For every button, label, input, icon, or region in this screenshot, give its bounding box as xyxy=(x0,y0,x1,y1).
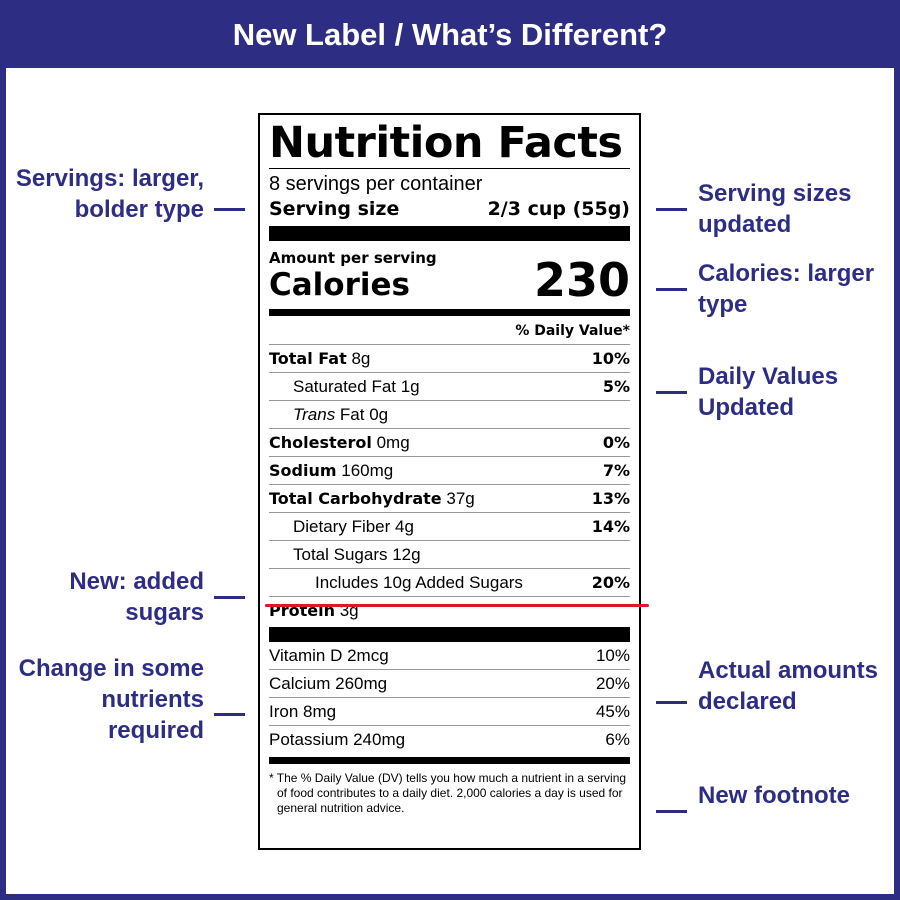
nutrient-dv: 10% xyxy=(591,349,630,368)
vitamin-dv: 20% xyxy=(595,673,630,693)
vitamin-row-potassium: Potassium 240mg 6% xyxy=(269,726,630,754)
nutrient-dv: 0% xyxy=(602,433,630,452)
annotation-nutrients-required: Change in some nutrients required xyxy=(4,653,204,746)
vitamin-name: Potassium 240mg xyxy=(269,730,406,749)
nutrient-name: Sodium xyxy=(269,460,337,480)
vitamin-dv: 45% xyxy=(595,701,630,721)
amount-per-serving: Amount per serving xyxy=(269,249,437,267)
annotation-text: New footnote xyxy=(698,782,850,809)
nutrient-row-dietary-fiber: Dietary Fiber 4g 14% xyxy=(269,513,630,541)
nutrient-dv: 13% xyxy=(591,489,630,508)
nutrient-row-protein: Protein 3g xyxy=(269,597,630,625)
nutrient-amount: 8g xyxy=(351,348,371,368)
vitamin-dv: 6% xyxy=(605,730,630,749)
calories-value: 230 xyxy=(533,253,630,307)
vitamin-row-iron: Iron 8mg 45% xyxy=(269,698,630,726)
annotation-connector xyxy=(656,701,687,704)
annotation-text: Calories: larger type xyxy=(698,260,875,318)
serving-size-value: 2/3 cup (55g) xyxy=(487,198,630,220)
annotation-text: New: added sugars xyxy=(69,568,204,626)
nutrient-amount: 37g xyxy=(446,488,475,508)
annotation-connector xyxy=(656,391,687,394)
vitamin-row-vitamin-d: Vitamin D 2mcg 10% xyxy=(269,642,630,670)
footnote: * The % Daily Value (DV) tells you how m… xyxy=(269,771,627,815)
annotation-connector xyxy=(656,208,687,211)
annotation-text: Daily Values Updated xyxy=(698,363,839,421)
vitamin-name: Calcium 260mg xyxy=(269,673,388,693)
divider xyxy=(269,168,630,169)
vitamin-name: Vitamin D 2mcg xyxy=(269,645,389,665)
nutrient-dv: 7% xyxy=(602,461,630,480)
nutrient-amount: 160mg xyxy=(341,460,394,480)
nutrient-name: Fat 0g xyxy=(335,404,389,424)
annotation-calories: Calories: larger type xyxy=(698,258,898,320)
annotation-text: Actual amounts declared xyxy=(698,657,879,715)
annotation-connector xyxy=(656,288,687,291)
annotation-connector xyxy=(214,208,245,211)
annotation-servings: Servings: larger, bolder type xyxy=(4,163,204,225)
annotation-text: Servings: larger, bolder type xyxy=(15,165,204,223)
annotation-text: Serving sizes updated xyxy=(698,180,852,238)
divider-thick xyxy=(269,226,630,241)
nutrition-facts-label: Nutrition Facts 8 servings per container… xyxy=(258,113,641,850)
nutrient-dv: 5% xyxy=(602,377,630,396)
nutrient-row-total-fat: Total Fat 8g 10% xyxy=(269,345,630,373)
calories-label: Calories xyxy=(269,267,410,303)
nutrient-name: Includes 10g Added Sugars xyxy=(315,572,523,592)
annotation-added-sugars: New: added sugars xyxy=(4,566,204,628)
divider-thick xyxy=(269,627,630,642)
annotation-connector xyxy=(214,596,245,599)
divider-medium xyxy=(269,757,630,764)
annotation-footnote: New footnote xyxy=(698,780,898,811)
annotation-serving-sizes: Serving sizes updated xyxy=(698,178,898,240)
nutrient-name: Dietary Fiber 4g xyxy=(293,516,414,536)
nutrient-name: Total Sugars 12g xyxy=(293,544,421,564)
nutrient-name: Total Fat xyxy=(269,348,347,368)
nutrient-dv: 14% xyxy=(591,517,630,536)
annotation-daily-values: Daily Values Updated xyxy=(698,361,898,423)
vitamin-dv: 10% xyxy=(595,645,630,665)
nutrient-row-total-carbohydrate: Total Carbohydrate 37g 13% xyxy=(269,485,630,513)
nutrient-dv: 20% xyxy=(591,573,630,592)
nutrient-row-total-sugars: Total Sugars 12g xyxy=(269,541,630,569)
nutrient-name: Total Carbohydrate xyxy=(269,488,442,508)
nutrient-row-trans-fat: Trans Fat 0g xyxy=(269,401,630,429)
nutrient-name-italic: Trans xyxy=(293,404,336,424)
label-title: Nutrition Facts xyxy=(269,118,623,168)
nutrient-row-sodium: Sodium 160mg 7% xyxy=(269,457,630,485)
divider-medium xyxy=(269,309,630,316)
nutrient-row-added-sugars: Includes 10g Added Sugars 20% xyxy=(269,569,630,597)
page-title: New Label / What’s Different? xyxy=(0,0,900,68)
vitamin-row-calcium: Calcium 260mg 20% xyxy=(269,670,630,698)
nutrient-name: Saturated Fat 1g xyxy=(293,376,420,396)
added-sugars-highlight-line xyxy=(265,604,649,607)
nutrient-amount: 0mg xyxy=(376,432,410,452)
daily-value-header: % Daily Value* xyxy=(269,316,630,345)
calories-row: Calories 230 xyxy=(269,257,630,303)
annotation-actual-amounts: Actual amounts declared xyxy=(698,655,898,717)
annotation-connector xyxy=(214,713,245,716)
nutrient-row-cholesterol: Cholesterol 0mg 0% xyxy=(269,429,630,457)
annotation-text: Change in some nutrients required xyxy=(18,655,204,744)
servings-per-container: 8 servings per container xyxy=(269,173,483,195)
vitamin-name: Iron 8mg xyxy=(269,701,337,721)
serving-size-label: Serving size xyxy=(269,198,400,220)
nutrient-row-saturated-fat: Saturated Fat 1g 5% xyxy=(269,373,630,401)
nutrient-name: Cholesterol xyxy=(269,432,372,452)
serving-size-row: Serving size 2/3 cup (55g) xyxy=(269,196,630,222)
annotation-connector xyxy=(656,810,687,813)
